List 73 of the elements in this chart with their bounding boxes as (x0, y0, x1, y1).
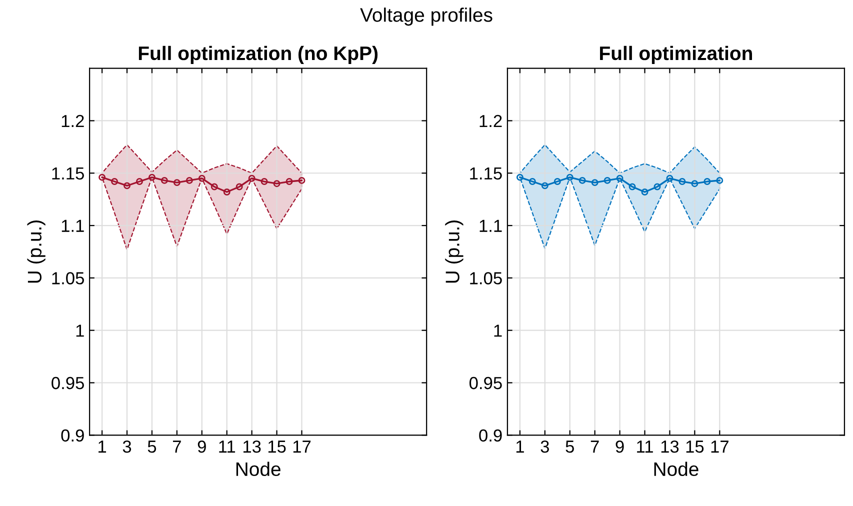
chart-title: Full optimization (no KpP) (138, 46, 378, 64)
point (210, 183, 218, 190)
x-tick-label: 7 (173, 440, 181, 453)
y-tick-label: 0.95 (52, 376, 84, 390)
point (666, 174, 674, 182)
x-tick-label: 15 (268, 440, 286, 453)
point (678, 178, 686, 185)
x-tick-label: 13 (244, 440, 261, 453)
point (136, 178, 143, 185)
x-tick-label: 17 (293, 440, 311, 453)
point (541, 182, 548, 190)
point (716, 176, 724, 184)
x-tick-label: 3 (540, 440, 549, 453)
x-tick-label: 5 (566, 440, 574, 453)
point (198, 174, 206, 182)
x-tick-label: 3 (122, 440, 132, 453)
x-tick-label: 1 (516, 440, 524, 453)
point (223, 188, 230, 196)
y-tick-label: 1.05 (52, 272, 84, 284)
x-tick-label: 13 (661, 440, 679, 453)
y-tick-label: 1.05 (470, 272, 502, 284)
point (173, 179, 180, 186)
point (248, 174, 256, 182)
x-tick-label: 5 (148, 440, 156, 453)
y-tick-label: 0.9 (479, 429, 502, 442)
point (528, 178, 536, 185)
y-tick-label: 1.1 (480, 220, 502, 232)
point (641, 188, 648, 196)
point (591, 179, 598, 186)
y-tick-label: 1.15 (52, 167, 84, 180)
point (654, 183, 661, 190)
point (286, 178, 293, 185)
x-tick-label: 17 (711, 440, 728, 453)
y-axis-title: U (p.u.) (445, 220, 464, 283)
point (148, 174, 156, 181)
x-tick-label: 1 (98, 440, 106, 453)
point (616, 174, 624, 182)
x-tick-label: 9 (198, 440, 206, 453)
x-tick-label: 11 (219, 440, 236, 453)
x-tick-label: 11 (637, 440, 653, 453)
text: Voltage profiles (360, 8, 492, 26)
y-tick-label: 1 (494, 324, 502, 337)
point (260, 178, 268, 185)
point (236, 183, 243, 190)
point (298, 176, 306, 184)
point (124, 182, 130, 190)
point (273, 180, 280, 188)
y-tick-label: 1 (76, 324, 84, 337)
point (98, 174, 106, 181)
point (578, 176, 586, 184)
y-tick-label: 1.2 (62, 114, 84, 128)
y-tick-label: 0.9 (61, 429, 84, 442)
point (111, 178, 118, 185)
y-tick-label: 1.2 (480, 114, 502, 128)
point (566, 174, 574, 181)
point (554, 178, 561, 185)
y-axis-title: U (p.u.) (27, 220, 46, 283)
y-tick-label: 1.15 (470, 167, 502, 180)
point (516, 174, 524, 181)
point (628, 183, 636, 190)
x-axis-title: Node (654, 462, 698, 476)
y-tick-label: 0.95 (469, 376, 502, 390)
x-axis-title: Node (236, 462, 280, 476)
point (704, 178, 711, 185)
x-tick-label: 15 (686, 440, 704, 453)
x-tick-label: 9 (616, 440, 624, 453)
point (186, 176, 193, 184)
chart-title: Full optimization (600, 46, 752, 64)
point (160, 176, 168, 184)
x-tick-label: 7 (590, 440, 599, 453)
y-tick-label: 1.1 (62, 220, 84, 232)
point (604, 176, 611, 184)
point (691, 180, 698, 188)
